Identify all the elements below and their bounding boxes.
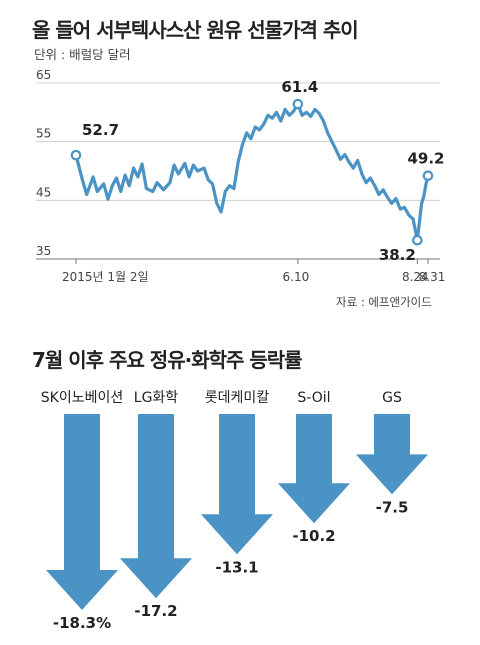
data-point-label: 52.7: [82, 121, 119, 139]
category-label: SK이노베이션: [41, 390, 123, 406]
line-chart-title: 올 들어 서부텍사스산 원유 선물가격 추이: [32, 18, 359, 42]
x-tick-label: 2015년 1월 2일: [62, 270, 149, 284]
data-point-marker: [412, 234, 423, 246]
bar-value-label: -7.5: [376, 498, 409, 516]
x-tick-label: 8.31: [419, 270, 446, 284]
data-point-label: 38.2: [379, 246, 416, 264]
oil-price-line: [74, 102, 430, 242]
bar-arrow: [278, 414, 350, 524]
category-label: LG화학: [134, 390, 179, 406]
x-tick-label: 8.24: [402, 270, 429, 284]
bar-chart-title: 7월 이후 주요 정유·화학주 등락률: [32, 348, 303, 372]
x-tick-label: 6.10: [283, 270, 310, 284]
bar-arrow: [201, 414, 273, 555]
bar-arrow: [46, 414, 118, 610]
source-label: 자료 : 에프앤가이드: [336, 295, 432, 309]
y-tick-label: 45: [36, 185, 51, 199]
bar-value-label: -10.2: [292, 527, 335, 545]
data-point-marker: [292, 98, 304, 110]
data-point-marker: [70, 149, 82, 161]
category-label: S-Oil: [297, 390, 330, 406]
bar-value-label: -17.2: [134, 602, 177, 620]
data-point-label: 61.4: [281, 78, 318, 96]
data-point-marker: [422, 170, 434, 181]
bar-arrow: [356, 414, 428, 495]
line-chart: 35 45 55 65 2015년 1월 2일 6.10 8.248.31 52.7 61.4 3…: [36, 68, 445, 284]
bar-value-label: -13.1: [215, 558, 258, 576]
bar-value-label: -18.3%: [53, 614, 111, 632]
y-tick-label: 35: [36, 244, 51, 258]
bar-chart: SK이노베이션 -18.3% LG화학 -17.2 롯데케미칼 -13.1 S-Oil -10…: [41, 390, 428, 632]
data-point-label: 49.2: [407, 150, 444, 168]
bar-arrow: [120, 414, 192, 599]
y-tick-label: 55: [36, 127, 51, 141]
category-label: GS: [382, 390, 402, 406]
unit-label: 단위 : 배럴당 달러: [34, 47, 131, 62]
category-label: 롯데케미칼: [205, 390, 270, 406]
y-tick-label: 65: [36, 68, 51, 82]
